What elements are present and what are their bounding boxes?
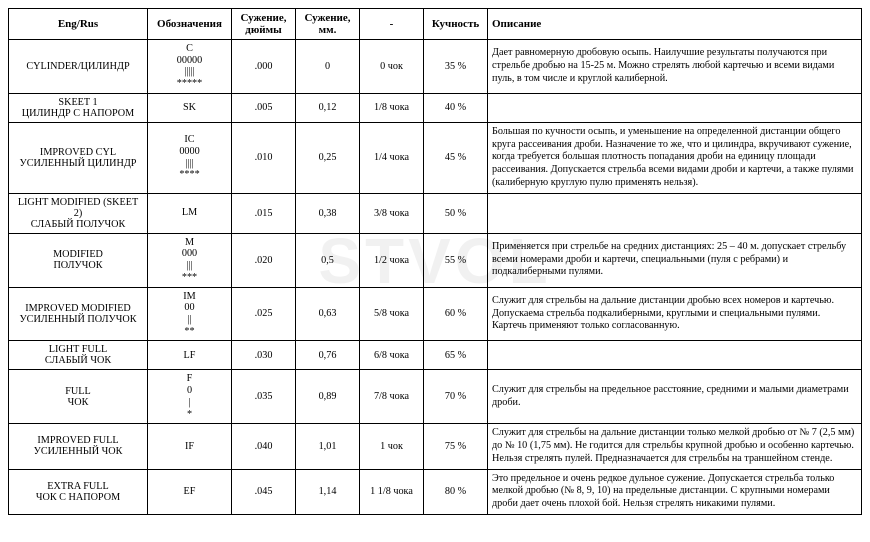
eng-cell: IMPROVED CYLУСИЛЕННЫЙ ЦИЛИНДР (9, 122, 148, 193)
header-mm: Сужение, мм. (296, 9, 360, 40)
pattern-cell: 40 % (424, 93, 488, 122)
inches-cell: .030 (232, 341, 296, 370)
desig-cell: SK (148, 93, 232, 122)
table-row: LIGHT FULLСЛАБЫЙ ЧОКLF.0300,766/8 чока65… (9, 341, 862, 370)
table-row: IMPROVED FULLУСИЛЕННЫЙ ЧОКIF.0401,011 чо… (9, 424, 862, 469)
desc-cell: Служит для стрельбы на дальние дистанции… (488, 287, 862, 341)
header-choke: - (360, 9, 424, 40)
desig-cell: IC0000||||**** (148, 122, 232, 193)
choke-cell: 0 чок (360, 40, 424, 94)
table-row: CYLINDER/ЦИЛИНДРC00000|||||*****.00000 ч… (9, 40, 862, 94)
desc-cell (488, 93, 862, 122)
mm-cell: 0,25 (296, 122, 360, 193)
eng-cell: LIGHT FULLСЛАБЫЙ ЧОК (9, 341, 148, 370)
eng-cell: SKEET 1ЦИЛИНДР С НАПОРОМ (9, 93, 148, 122)
inches-cell: .045 (232, 469, 296, 514)
pattern-cell: 60 % (424, 287, 488, 341)
mm-cell: 0,63 (296, 287, 360, 341)
eng-cell: EXTRA FULLЧОК С НАПОРОМ (9, 469, 148, 514)
eng-cell: CYLINDER/ЦИЛИНДР (9, 40, 148, 94)
mm-cell: 0 (296, 40, 360, 94)
table-body: CYLINDER/ЦИЛИНДРC00000|||||*****.00000 ч… (9, 40, 862, 515)
header-desc: Описание (488, 9, 862, 40)
inches-cell: .020 (232, 233, 296, 287)
pattern-cell: 75 % (424, 424, 488, 469)
choke-cell: 5/8 чока (360, 287, 424, 341)
pattern-cell: 45 % (424, 122, 488, 193)
desc-cell (488, 193, 862, 233)
choke-cell: 3/8 чока (360, 193, 424, 233)
desc-cell: Это предельное и очень редкое дульное су… (488, 469, 862, 514)
desc-cell (488, 341, 862, 370)
desc-cell: Служит для стрельбы на дальние дистанции… (488, 424, 862, 469)
inches-cell: .000 (232, 40, 296, 94)
inches-cell: .035 (232, 370, 296, 424)
header-inches: Сужение, дюймы (232, 9, 296, 40)
desig-cell: LF (148, 341, 232, 370)
desig-cell: F0|* (148, 370, 232, 424)
pattern-cell: 50 % (424, 193, 488, 233)
desc-cell: Служит для стрельбы на предельное рассто… (488, 370, 862, 424)
desc-cell: Большая по кучности осыпь, и уменьшение … (488, 122, 862, 193)
mm-cell: 0,5 (296, 233, 360, 287)
pattern-cell: 80 % (424, 469, 488, 514)
table-header-row: Eng/Rus Обозначения Сужение, дюймы Сужен… (9, 9, 862, 40)
desig-cell: IM00||** (148, 287, 232, 341)
pattern-cell: 55 % (424, 233, 488, 287)
choke-cell: 1/8 чока (360, 93, 424, 122)
eng-cell: FULLЧОК (9, 370, 148, 424)
choke-cell: 7/8 чока (360, 370, 424, 424)
mm-cell: 0,76 (296, 341, 360, 370)
inches-cell: .025 (232, 287, 296, 341)
mm-cell: 0,12 (296, 93, 360, 122)
table-row: IMPROVED CYLУСИЛЕННЫЙ ЦИЛИНДРIC0000||||*… (9, 122, 862, 193)
header-pattern: Кучность (424, 9, 488, 40)
table-row: EXTRA FULLЧОК С НАПОРОМEF.0451,141 1/8 ч… (9, 469, 862, 514)
header-eng: Eng/Rus (9, 9, 148, 40)
choke-cell: 1/2 чока (360, 233, 424, 287)
choke-cell: 1/4 чока (360, 122, 424, 193)
inches-cell: .010 (232, 122, 296, 193)
eng-cell: IMPROVED FULLУСИЛЕННЫЙ ЧОК (9, 424, 148, 469)
mm-cell: 1,14 (296, 469, 360, 514)
table-row: MODIFIEDПОЛУЧОКM000|||***.0200,51/2 чока… (9, 233, 862, 287)
desig-cell: LM (148, 193, 232, 233)
choke-cell: 1 чок (360, 424, 424, 469)
inches-cell: .015 (232, 193, 296, 233)
header-desig: Обозначения (148, 9, 232, 40)
table-row: SKEET 1ЦИЛИНДР С НАПОРОМSK.0050,121/8 чо… (9, 93, 862, 122)
desig-cell: IF (148, 424, 232, 469)
desig-cell: C00000|||||***** (148, 40, 232, 94)
choke-cell: 6/8 чока (360, 341, 424, 370)
choke-cell: 1 1/8 чока (360, 469, 424, 514)
mm-cell: 0,89 (296, 370, 360, 424)
desc-cell: Применяется при стрельбе на средних дист… (488, 233, 862, 287)
choke-table: Eng/Rus Обозначения Сужение, дюймы Сужен… (8, 8, 862, 515)
pattern-cell: 35 % (424, 40, 488, 94)
desc-cell: Дает равномерную дробовую осыпь. Наилучш… (488, 40, 862, 94)
eng-cell: LIGHT MODIFIED (SKEET 2)СЛАБЫЙ ПОЛУЧОК (9, 193, 148, 233)
table-row: FULLЧОКF0|*.0350,897/8 чока70 %Служит дл… (9, 370, 862, 424)
pattern-cell: 65 % (424, 341, 488, 370)
mm-cell: 0,38 (296, 193, 360, 233)
eng-cell: MODIFIEDПОЛУЧОК (9, 233, 148, 287)
desig-cell: EF (148, 469, 232, 514)
inches-cell: .005 (232, 93, 296, 122)
table-row: LIGHT MODIFIED (SKEET 2)СЛАБЫЙ ПОЛУЧОКLM… (9, 193, 862, 233)
mm-cell: 1,01 (296, 424, 360, 469)
eng-cell: IMPROVED MODIFIEDУСИЛЕННЫЙ ПОЛУЧОК (9, 287, 148, 341)
table-row: IMPROVED MODIFIEDУСИЛЕННЫЙ ПОЛУЧОКIM00||… (9, 287, 862, 341)
inches-cell: .040 (232, 424, 296, 469)
desig-cell: M000|||*** (148, 233, 232, 287)
pattern-cell: 70 % (424, 370, 488, 424)
